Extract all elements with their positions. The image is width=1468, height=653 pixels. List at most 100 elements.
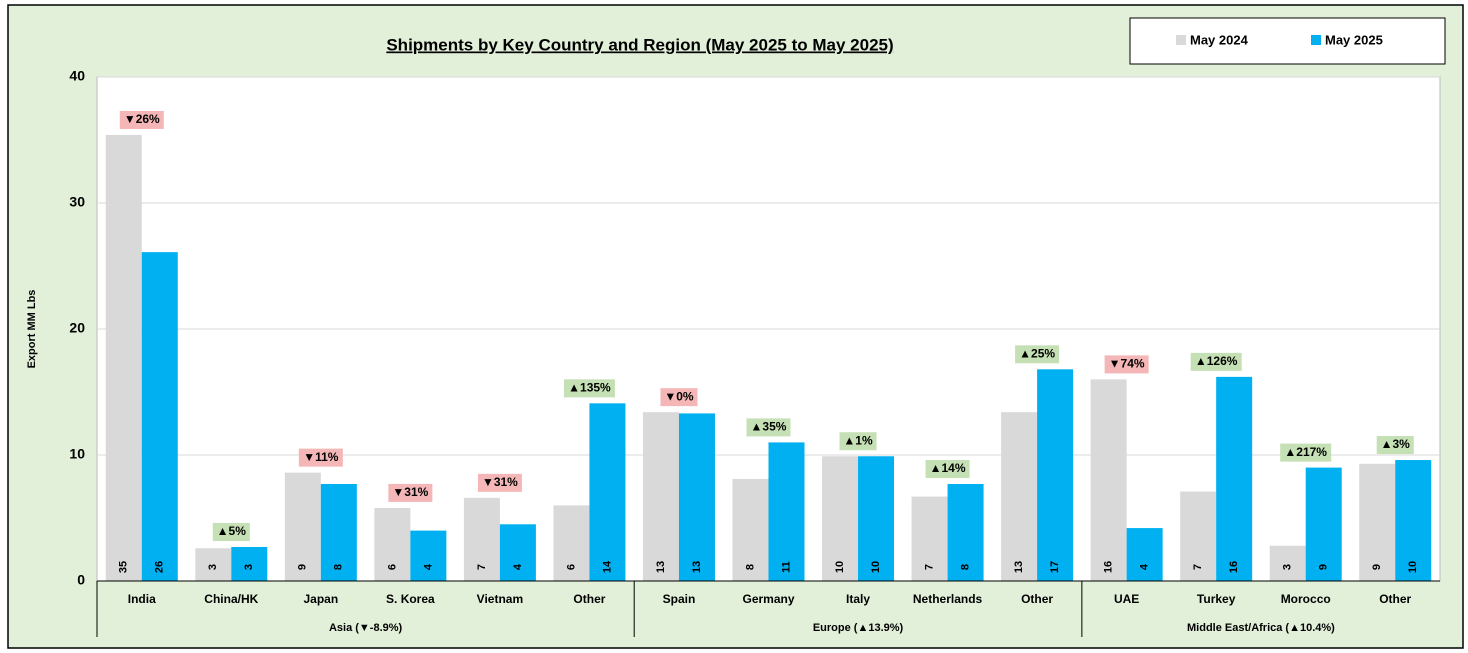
data-label: 16 [1228,561,1240,573]
annotation: ▲135% [568,381,611,395]
group-label: Middle East/Africa (▲10.4%) [1187,622,1335,634]
data-label: 26 [154,561,166,573]
data-label: 8 [959,564,971,570]
annotation-box [925,459,970,478]
annotation: ▼26% [124,112,160,126]
bar [1395,460,1432,581]
bar [284,472,321,581]
y-tick-label: 10 [69,446,85,462]
y-tick-label: 20 [69,320,85,336]
bar [463,497,500,581]
data-label: 17 [1049,561,1061,573]
x-tick-label: Other [573,592,605,606]
x-tick-label: S. Korea [386,592,435,606]
data-label: 14 [601,560,613,573]
annotation: ▼0% [664,389,694,403]
bar [231,546,268,581]
annotation: ▲14% [930,461,966,475]
bar [768,442,805,581]
bar [195,548,232,581]
group-label: Asia (▼-8.9%) [329,622,403,634]
bar [642,412,679,581]
annotation-box [1280,443,1332,462]
chart-title: Shipments by Key Country and Region (May… [386,35,893,54]
y-tick-label: 0 [77,572,85,588]
bar [1001,412,1038,581]
data-label: 13 [1013,561,1025,573]
data-label: 10 [1407,561,1419,573]
bar [1216,376,1253,581]
x-tick-label: Spain [663,592,696,606]
data-label: 4 [1139,563,1151,570]
x-tick-label: Other [1021,592,1053,606]
x-tick-label: China/HK [204,592,258,606]
data-label: 7 [476,564,488,570]
data-label: 3 [207,564,219,570]
legend-swatch [1311,35,1321,45]
bar [1126,528,1163,581]
legend-label: May 2024 [1190,32,1249,47]
annotation-box [1376,436,1414,455]
x-tick-label: Morocco [1281,592,1331,606]
x-tick-label: Netherlands [913,592,983,606]
data-label: 7 [1192,564,1204,570]
data-label: 3 [1282,564,1294,570]
bar [105,134,142,581]
annotation: ▼11% [303,450,339,464]
annotation: ▲217% [1284,445,1327,459]
annotation-box [1190,352,1242,371]
data-label: 9 [1371,564,1383,570]
annotation-box [1015,345,1060,364]
annotation-box [119,110,164,129]
annotation: ▲126% [1195,354,1238,368]
data-label: 35 [118,561,130,573]
annotation-box [839,432,877,451]
x-tick-label: UAE [1114,592,1139,606]
data-label: 9 [297,564,309,570]
annotation: ▼31% [482,475,518,489]
bar [947,483,984,581]
data-label: 8 [744,564,756,570]
annotation-box [298,448,343,467]
annotation-box [477,473,522,492]
x-tick-label: Vietnam [477,592,523,606]
data-label: 9 [1318,564,1330,570]
annotation: ▲3% [1381,437,1411,451]
group-label: Europe (▲13.9%) [813,622,904,634]
data-label: 4 [422,563,434,570]
x-tick-label: India [128,592,156,606]
annotation: ▲25% [1019,346,1055,360]
x-tick-label: Italy [846,592,870,606]
bar [1305,467,1342,581]
bar [320,483,357,581]
bar [1090,379,1127,581]
bar [141,252,178,581]
annotation-box [1104,355,1149,374]
bar [589,403,626,581]
data-label: 4 [512,563,524,570]
bar [858,456,895,581]
annotation: ▲1% [843,433,873,447]
legend-label: May 2025 [1325,32,1383,47]
bar [410,530,447,581]
data-label: 13 [655,561,667,573]
annotation: ▼31% [392,485,428,499]
bar [553,505,590,581]
x-tick-label: Japan [303,592,338,606]
data-label: 3 [243,564,255,570]
data-label: 10 [834,561,846,573]
bar [911,496,948,581]
data-label: 6 [565,564,577,570]
x-tick-label: Germany [742,592,794,606]
legend-swatch [1176,35,1186,45]
annotation-box [660,388,698,407]
bar [678,413,715,581]
bar [1359,463,1396,581]
bar [822,456,859,581]
data-label: 16 [1103,561,1115,573]
annotation-box [388,483,433,502]
bar [1269,545,1306,581]
annotation: ▼74% [1109,357,1145,371]
bar [732,478,769,581]
